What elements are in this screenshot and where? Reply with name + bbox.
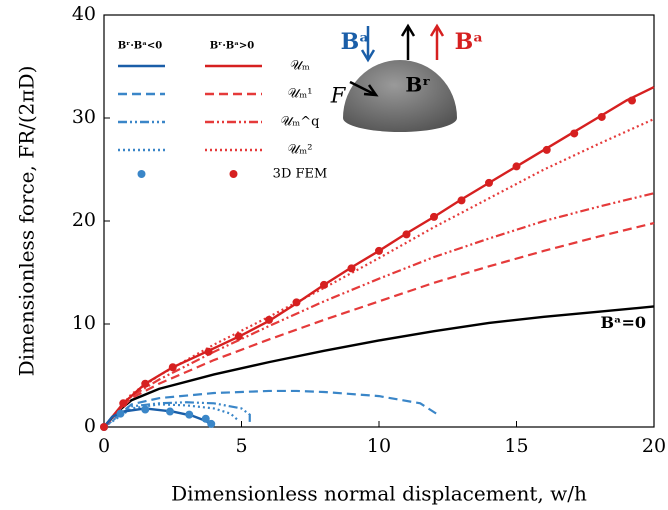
data-point	[628, 96, 636, 105]
legend-swatch	[229, 170, 238, 178]
legend-label: 𝒰ₘ	[290, 59, 310, 74]
legend-label: 𝒰ₘ¹	[288, 87, 313, 102]
legend-header: Bʳ·Bᵃ<0	[118, 41, 163, 52]
series-line	[103, 389, 441, 428]
data-point	[168, 363, 177, 372]
data-point	[457, 196, 466, 205]
curve-label: Bᵃ=𝟎	[600, 313, 646, 332]
legend-label: 3D FEM	[273, 167, 328, 182]
data-point	[166, 407, 174, 416]
y-tick-label: 30	[72, 106, 96, 128]
hemisphere	[343, 60, 457, 132]
data-point	[204, 347, 213, 356]
x-tick-label: 5	[235, 435, 247, 457]
data-point	[347, 264, 356, 273]
series-line	[103, 192, 655, 428]
data-point	[100, 423, 108, 431]
data-point	[234, 332, 243, 341]
data-point	[402, 230, 411, 239]
data-point	[141, 379, 150, 388]
data-point	[485, 178, 493, 187]
inset-label: Bᵃ	[455, 29, 484, 55]
legend-label: 𝒰ₘ²	[288, 143, 313, 158]
y-tick-label: 20	[72, 209, 96, 231]
data-point	[375, 246, 383, 255]
y-tick-label: 10	[72, 312, 96, 334]
data-point	[512, 162, 521, 171]
inset: Bᵃ Bᵃ Bʳ F	[330, 23, 484, 132]
inset-label: F	[330, 84, 347, 108]
arrow-head	[400, 23, 416, 37]
data-point	[430, 212, 438, 221]
data-point	[207, 419, 216, 428]
data-point	[141, 405, 150, 414]
y-tick-label: 40	[72, 3, 96, 25]
arrow-head	[429, 23, 445, 37]
x-axis-label: Dimensionless normal displacement, w/h	[171, 482, 587, 506]
data-point	[292, 298, 301, 307]
legend-swatch	[137, 170, 146, 178]
data-point	[570, 129, 579, 138]
data-point	[542, 145, 551, 154]
data-point	[185, 410, 194, 419]
data-point	[201, 414, 210, 423]
series-line	[103, 305, 655, 428]
arrow-head	[363, 84, 379, 97]
legend-header: Bʳ·Bᵃ>0	[210, 41, 255, 52]
arrow-head	[360, 49, 376, 63]
x-tick-label: 15	[504, 435, 528, 457]
y-tick-label: 0	[84, 415, 96, 437]
data-point	[119, 399, 128, 408]
data-point	[265, 315, 273, 324]
x-tick-label: 0	[98, 435, 110, 457]
inset-label: Bᵃ	[341, 29, 370, 55]
arrow	[349, 80, 375, 96]
inset-label: Bʳ	[405, 73, 430, 97]
y-axis-label: Dimensionless force, FR/(2πD)	[15, 66, 39, 377]
data-point	[597, 112, 606, 121]
data-point	[320, 280, 328, 289]
legend-label: 𝒰ₘ^q	[281, 115, 320, 130]
x-tick-label: 10	[367, 435, 391, 457]
x-tick-label: 20	[642, 435, 666, 457]
data-point	[116, 409, 125, 418]
